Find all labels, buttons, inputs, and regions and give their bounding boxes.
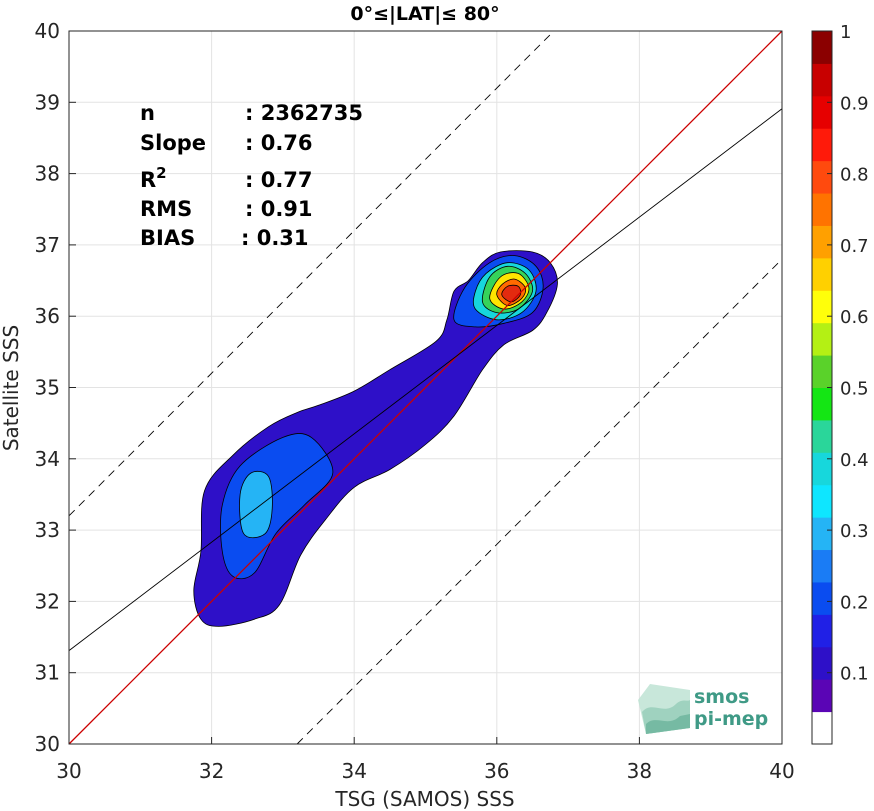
y-tick-label: 31 [35, 661, 60, 685]
y-tick-label: 35 [35, 376, 60, 400]
colorbar-segment [812, 95, 832, 129]
colorbar-tick-label: 0.3 [840, 521, 869, 542]
regression-line [68, 108, 783, 651]
x-tick-label: 32 [199, 759, 224, 783]
colorbar-segment [812, 581, 832, 615]
colorbar-tick-label: 0.8 [840, 165, 869, 186]
stat-value: : 0.77 [245, 168, 313, 192]
colorbar-segment [812, 31, 832, 64]
colorbar-segment [812, 63, 832, 97]
chart-title: 0°≤|LAT|≤ 80° [350, 3, 499, 25]
density-contour-0.05 [193, 250, 558, 627]
y-tick-label: 40 [35, 19, 60, 43]
logo-text-line1: smos [694, 686, 749, 708]
x-axis-title: TSG (SAMOS) SSS [334, 787, 514, 811]
stat-label: Slope [140, 131, 206, 155]
colorbar-segment [812, 128, 832, 162]
colorbar-segment [812, 160, 832, 194]
colorbar-segment [812, 322, 832, 356]
colorbar-tick-label: 0.4 [840, 450, 869, 471]
colorbar-tick-label: 0.9 [840, 93, 869, 114]
colorbar-segment [812, 711, 832, 745]
colorbar-segment [812, 517, 832, 551]
y-axis-title: Satellite SSS [0, 325, 23, 451]
colorbar-segment [812, 225, 832, 259]
colorbar-segment [812, 193, 832, 226]
stat-value: : 2362735 [245, 101, 363, 125]
density-contours [193, 250, 558, 627]
logo-text-line2: pi-mep [694, 708, 768, 730]
colorbar-segment [812, 679, 832, 713]
x-axis-ticks: 30 32 34 36 38 40 [56, 737, 795, 783]
stat-label: n [140, 101, 155, 125]
logo-waves-icon [638, 684, 690, 734]
y-tick-label: 34 [35, 447, 60, 471]
y-tick-label: 39 [35, 90, 60, 114]
y-tick-label: 36 [35, 304, 60, 328]
stat-label: R2 [140, 164, 167, 192]
upper-bound-line [68, 30, 555, 517]
stat-value: : 0.91 [245, 197, 313, 221]
x-tick-label: 40 [769, 759, 794, 783]
colorbar-segment [812, 452, 832, 486]
y-tick-label: 33 [35, 518, 60, 542]
colorbar-ticks: 0.1 0.2 0.3 0.4 0.5 0.6 0.7 0.8 0.9 1 [827, 22, 869, 685]
colorbar-segment [812, 549, 832, 583]
colorbar-segment [812, 387, 832, 421]
y-tick-label: 32 [35, 589, 60, 613]
colorbar-segment [812, 257, 832, 291]
lower-bound-line [296, 258, 783, 745]
x-tick-label: 38 [627, 759, 652, 783]
colorbar-segment [812, 355, 832, 388]
y-axis-ticks: 30 31 32 33 34 35 36 37 38 39 40 [35, 19, 76, 756]
colorbar-segment [812, 290, 832, 324]
colorbar-tick-label: 0.5 [840, 379, 869, 400]
colorbar-segment [812, 646, 832, 680]
colorbar-tick-label: 1 [840, 22, 851, 43]
one-to-one-line [68, 30, 783, 745]
x-tick-label: 30 [56, 759, 81, 783]
colorbar-tick-label: 0.1 [840, 664, 869, 685]
stat-value: : 0.76 [245, 131, 313, 155]
y-tick-label: 37 [35, 233, 60, 257]
colorbar-segment [812, 484, 832, 518]
smos-pi-mep-logo: smos pi-mep [638, 684, 768, 734]
y-tick-label: 30 [35, 732, 60, 756]
reference-lines [68, 30, 783, 745]
density-contour-0.3 [239, 470, 273, 539]
grid-lines [68, 30, 783, 745]
x-tick-label: 36 [484, 759, 509, 783]
x-tick-label: 34 [341, 759, 366, 783]
statistics-block: n : 2362735 Slope : 0.76 R2 : 0.77 RMS : 0.91 BI… [140, 101, 363, 250]
colorbar-tick-label: 0.2 [840, 592, 869, 613]
density-contour-0.2 [220, 433, 334, 580]
colorbar-segment [812, 419, 832, 453]
stat-value: : 0.31 [241, 226, 309, 250]
colorbar-segment [812, 614, 832, 648]
stat-label: RMS [140, 197, 192, 221]
colorbar-tick-label: 0.7 [840, 236, 869, 257]
y-tick-label: 38 [35, 162, 60, 186]
stat-label: BIAS [140, 226, 195, 250]
colorbar [812, 31, 832, 745]
colorbar-tick-label: 0.6 [840, 307, 869, 328]
